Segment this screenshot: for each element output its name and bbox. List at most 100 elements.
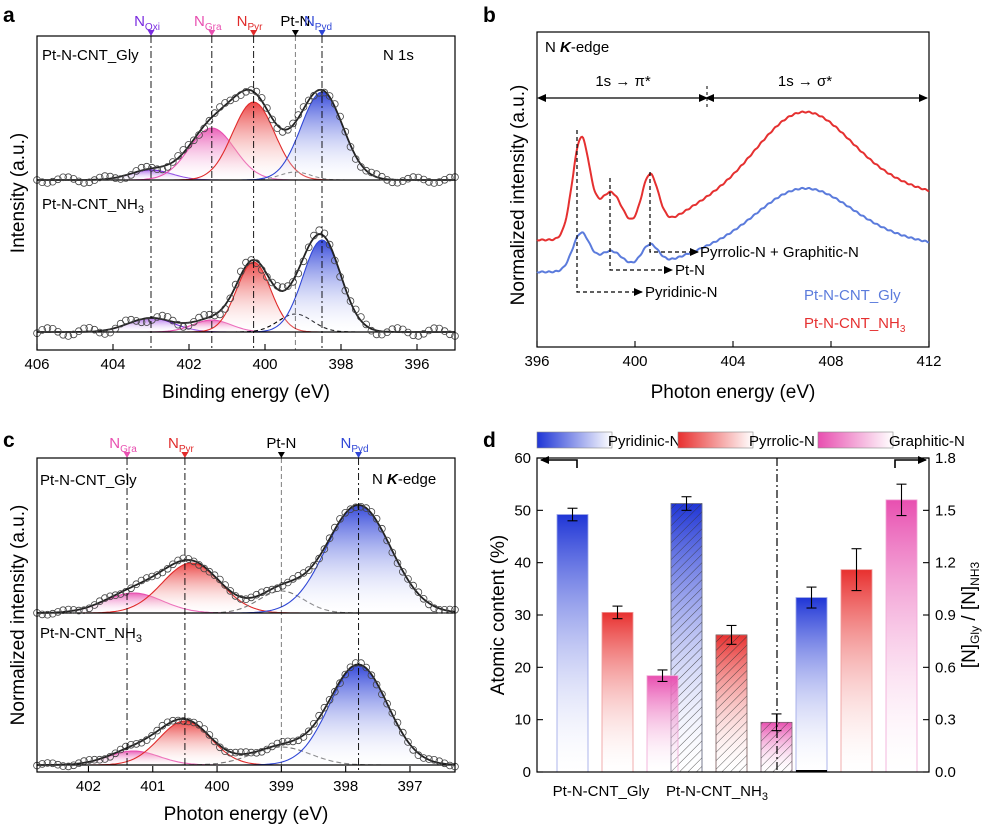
panel-c-data-point — [200, 725, 209, 733]
panel-a-data-point — [357, 163, 365, 171]
panel-c-data-point — [419, 594, 428, 603]
panel-c-data-point — [59, 762, 67, 770]
panel-c-data-point — [80, 606, 88, 614]
panel-d-right-tick-label: 0.9 — [935, 607, 956, 624]
panel-c-data-point — [252, 590, 261, 599]
panel-d-bar-hatch — [715, 634, 748, 773]
panel-b-title: N K-edge — [545, 39, 609, 56]
panel-c-data-point — [404, 575, 412, 583]
panel-c-markers: NGra NPyr Pt-N NPyd — [109, 435, 369, 772]
panel-c-data-point — [310, 719, 318, 728]
panel-a-marker-label-gra: NGra — [194, 13, 222, 33]
panel-a-data-point — [398, 177, 407, 185]
panel-a-data-point — [237, 267, 245, 276]
panel-a-data-point — [54, 175, 62, 184]
panel-a-data-point — [127, 171, 135, 179]
panel-c-peak-pyd-area — [37, 665, 455, 765]
panel-c-data-point — [341, 670, 350, 679]
panel-c-tick-label: 400 — [205, 778, 230, 795]
panel-c-data-point — [404, 738, 412, 746]
panel-c-data-point — [283, 578, 292, 587]
panel-c-data-point — [273, 584, 282, 592]
panel-c-data-point — [325, 534, 334, 542]
panel-c-data-point — [440, 605, 449, 614]
panel-a-marker-label-oxi: NOxi — [134, 13, 160, 33]
panel-c-data-point — [38, 610, 46, 619]
panel-a-data-point — [346, 143, 355, 151]
panel-c-data-point — [43, 610, 52, 619]
panel-a-data-point — [341, 127, 350, 136]
panel-c-data-point — [106, 592, 114, 601]
panel-c-data-point — [330, 523, 339, 532]
panel-c-data-point — [445, 605, 454, 614]
panel-d-left-tick-label: 0 — [523, 764, 531, 781]
panel-c-data-point — [221, 747, 229, 755]
panel-d-left-tick-label: 60 — [514, 450, 531, 467]
panel-a-data-point — [226, 294, 235, 303]
panel-c-data-point — [90, 755, 99, 764]
panel-d-left-tick-label: 10 — [514, 712, 531, 729]
panel-c-data-point — [163, 564, 172, 573]
panel-a-data-point — [122, 316, 130, 325]
panel-a-data-point — [221, 305, 229, 313]
panel-c-data-point — [445, 761, 454, 770]
panel-c-data-point — [179, 717, 188, 725]
panel-a-data-point — [268, 278, 276, 287]
panel-c-data-point — [226, 587, 235, 595]
panel-c-data-point — [163, 718, 172, 727]
panel-a-peak-oxi-area — [37, 170, 455, 180]
panel-a-data-point — [336, 112, 344, 121]
panel-c-data-point — [101, 755, 109, 763]
panel-c-data-point — [158, 568, 167, 577]
panel-c-marker-label-pyd: NPyd — [340, 435, 368, 455]
panel-c-data-point — [378, 524, 386, 533]
panel-a-data-point — [299, 103, 308, 111]
panel-c-data-point — [153, 571, 162, 579]
panel-a-data-point — [137, 318, 146, 327]
panel-a-data-point — [393, 178, 402, 187]
panel-a-data-point — [257, 94, 266, 102]
panel-a-data-point — [169, 158, 177, 166]
panel-a-data-point — [268, 115, 276, 124]
panel-a-tick-label: 400 — [252, 356, 277, 373]
panel-b-region-pi: 1s → π* — [595, 73, 651, 90]
panel-b-tick-label: 400 — [622, 353, 647, 370]
panel-c-data-point — [289, 737, 297, 746]
panel-a-frame — [36, 35, 456, 351]
panel-c-data-point — [106, 752, 114, 761]
panel-a-data-point — [294, 269, 303, 278]
panel-a-data-point — [362, 320, 371, 329]
panel-a-data-point — [64, 173, 73, 182]
panel-a-data-point — [435, 324, 444, 333]
panel-a-data-point — [430, 179, 438, 187]
panel-c-data-point — [142, 736, 151, 744]
panel-a-peak-pyr-area — [37, 262, 455, 332]
panel-c-tick-label: 401 — [140, 778, 165, 795]
panel-c-data-point — [142, 574, 151, 582]
panel-a-data-point — [252, 259, 261, 268]
panel-label-c: c — [3, 429, 15, 452]
panel-a-data-point — [336, 272, 344, 281]
panel-a-data-point — [179, 146, 188, 154]
panel-label-b: b — [483, 4, 496, 27]
panel-a-peak-pyr-area — [37, 102, 455, 180]
panel-b-annot-pyrrolic: Pyrrolic-N + Graphitic-N — [700, 244, 859, 261]
panel-c-data-point — [190, 718, 198, 727]
panel-b-pyrrolic-leader — [649, 172, 699, 256]
panel-a-data-point — [101, 330, 109, 338]
panel-c-marker-triangle-pyd — [355, 452, 363, 458]
panel-b-xlabel: Photon energy (eV) — [651, 382, 816, 403]
panel-a-data-point — [95, 328, 104, 337]
panel-a-data-point — [393, 324, 402, 332]
panel-b-annot-ptn: Pt-N — [675, 262, 705, 279]
panel-a-marker-triangle-oxi — [147, 30, 155, 36]
panel-d-ylabel-right: [N]Gly / [N]NH3 — [959, 561, 982, 668]
panel-c-data-point — [435, 605, 444, 614]
panel-d-bar-pyridinic-n-0 — [556, 514, 589, 773]
panel-b-annot-pyridinic: Pyridinic-N — [645, 284, 718, 301]
panel-a-data-point — [383, 176, 391, 184]
panel-c-tick-label: 402 — [76, 778, 101, 795]
panel-a-data-point — [320, 88, 329, 97]
panel-a-data-point — [346, 297, 355, 305]
